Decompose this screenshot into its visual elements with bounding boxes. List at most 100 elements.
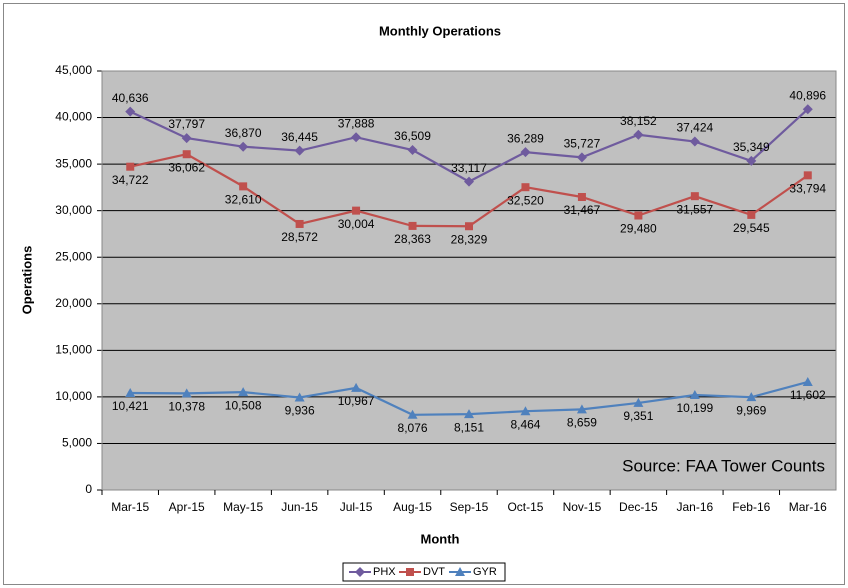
y-axis-title: Operations	[19, 246, 34, 315]
data-point	[633, 397, 644, 407]
x-tick-label: May-15	[223, 500, 263, 514]
y-tick-label: 5,000	[62, 436, 92, 450]
y-tick-label: 35,000	[55, 156, 92, 170]
data-point	[294, 392, 305, 402]
data-point	[520, 406, 531, 416]
data-point	[352, 206, 361, 215]
data-point	[747, 210, 756, 219]
data-label: 9,936	[285, 404, 315, 418]
data-label: 36,062	[168, 160, 205, 174]
plot-area	[102, 71, 836, 490]
x-tick-label: Dec-15	[619, 500, 658, 514]
data-point	[125, 106, 136, 117]
data-label: 11,602	[790, 388, 826, 402]
data-label: 10,508	[225, 398, 262, 412]
legend-marker	[355, 567, 365, 577]
x-tick-label: Apr-15	[169, 500, 205, 514]
data-label: 36,870	[225, 126, 262, 140]
x-tick-label: Aug-15	[393, 500, 432, 514]
data-label: 8,151	[454, 420, 484, 434]
data-point	[690, 192, 699, 201]
data-point	[520, 147, 531, 158]
data-label: 38,152	[620, 114, 657, 128]
x-tick-label: Oct-15	[507, 500, 543, 514]
legend-label: PHX	[373, 566, 396, 578]
legend-label: DVT	[423, 566, 445, 578]
data-point	[407, 145, 418, 156]
y-tick-label: 30,000	[55, 203, 92, 217]
data-label: 36,509	[394, 129, 431, 143]
data-label: 10,421	[112, 399, 149, 413]
source-annotation: Source: FAA Tower Counts	[622, 456, 825, 475]
data-point	[464, 176, 474, 187]
data-point	[803, 171, 812, 180]
data-point	[465, 222, 473, 231]
data-point	[351, 382, 362, 392]
x-axis-title: Month	[421, 531, 460, 546]
data-point	[182, 150, 191, 159]
y-tick-label: 25,000	[55, 249, 92, 263]
data-label: 35,349	[733, 140, 770, 154]
legend-box	[342, 562, 506, 582]
y-tick-label: 15,000	[55, 343, 92, 357]
data-point	[464, 409, 474, 419]
data-point	[239, 182, 248, 191]
y-tick-label: 45,000	[55, 63, 92, 77]
data-point	[802, 376, 813, 386]
data-label: 8,464	[510, 417, 540, 431]
data-label: 32,610	[225, 193, 262, 207]
data-point	[181, 388, 192, 398]
data-point	[351, 132, 362, 143]
data-label: 28,572	[281, 230, 318, 244]
data-label: 31,557	[676, 202, 713, 216]
x-tick-label: Jun-15	[281, 500, 318, 514]
data-point	[576, 404, 587, 414]
x-tick-label: Feb-16	[732, 500, 770, 514]
legend-marker	[455, 567, 465, 576]
data-point	[181, 133, 192, 144]
data-point	[802, 104, 813, 115]
data-point	[407, 409, 418, 419]
data-label: 37,797	[168, 117, 205, 131]
x-tick-label: Sep-15	[450, 500, 489, 514]
data-label: 30,004	[338, 217, 375, 231]
data-point	[125, 387, 136, 397]
data-label: 10,199	[676, 401, 713, 415]
data-label: 35,727	[564, 137, 601, 151]
data-label: 28,363	[394, 232, 431, 246]
x-tick-label: Jul-15	[340, 500, 373, 514]
data-label: 40,636	[112, 91, 149, 105]
chart-title: Monthly Operations	[379, 23, 501, 38]
data-label: 8,076	[398, 421, 428, 435]
data-point	[238, 141, 249, 152]
y-tick-label: 20,000	[55, 296, 92, 310]
data-label: 40,896	[789, 88, 826, 102]
data-point	[238, 387, 249, 397]
data-point	[746, 155, 757, 166]
x-tick-label: Jan-16	[676, 500, 713, 514]
y-tick-label: 40,000	[55, 110, 92, 124]
data-point	[689, 390, 700, 400]
data-label: 34,722	[112, 173, 149, 187]
data-label: 31,467	[564, 203, 601, 217]
data-point	[576, 152, 587, 163]
data-label: 37,424	[676, 121, 713, 135]
plot-border	[101, 70, 837, 491]
data-point	[294, 145, 305, 156]
data-point	[295, 219, 304, 228]
legend-label: GYR	[473, 566, 497, 578]
data-label: 10,378	[168, 400, 205, 414]
data-point	[577, 193, 586, 202]
data-label: 28,329	[451, 232, 488, 246]
data-point	[126, 162, 135, 171]
data-label: 8,659	[567, 416, 597, 430]
data-point	[746, 392, 757, 402]
data-label: 9,351	[623, 409, 653, 423]
data-label: 29,545	[733, 221, 770, 235]
data-label: 33,117	[451, 161, 487, 175]
data-label: 9,969	[736, 403, 766, 417]
data-point	[634, 211, 643, 220]
y-tick-label: 10,000	[55, 389, 92, 403]
data-point	[408, 221, 417, 230]
data-label: 33,794	[789, 182, 826, 196]
